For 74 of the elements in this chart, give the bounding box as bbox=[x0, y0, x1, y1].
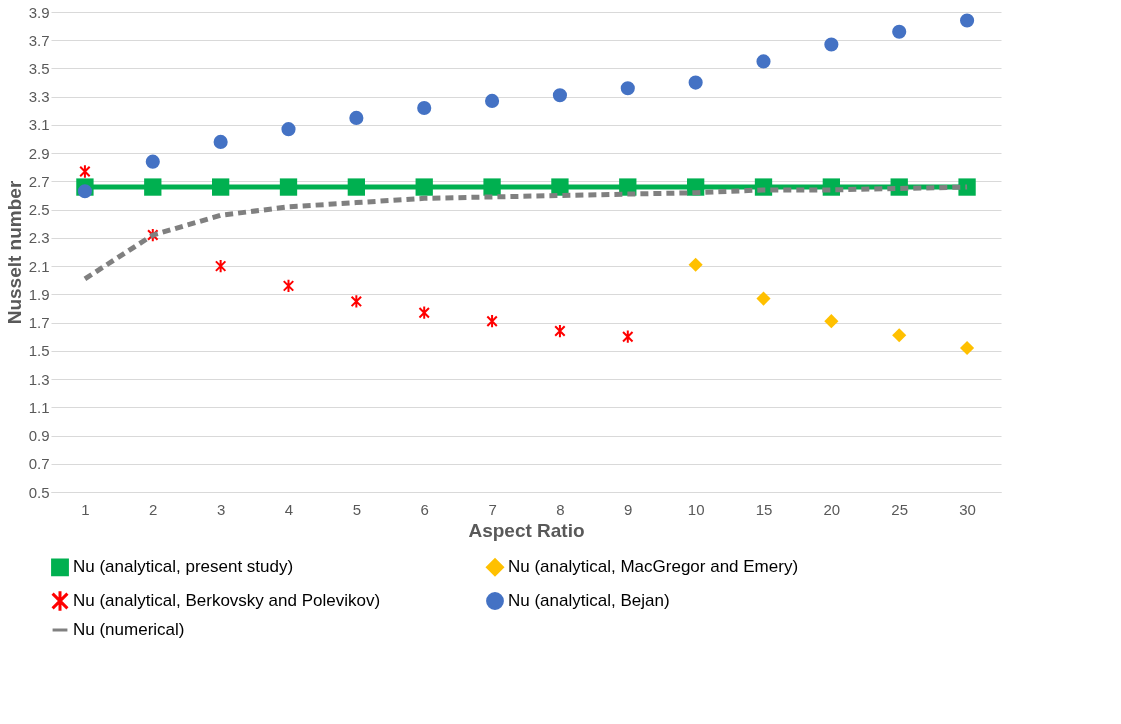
point bbox=[281, 122, 296, 137]
point bbox=[824, 37, 839, 52]
x-tick-label: 5 bbox=[352, 500, 362, 518]
point bbox=[214, 258, 227, 274]
y-tick-label: 3.5 bbox=[28, 59, 50, 77]
y-tick-label: 0.9 bbox=[28, 427, 50, 445]
point bbox=[147, 227, 159, 243]
y-tick-label: 1.9 bbox=[28, 285, 50, 303]
point bbox=[824, 314, 839, 329]
legend-label: Nu (analytical, Bejan) bbox=[508, 591, 670, 610]
y-tick-label: 0.5 bbox=[28, 483, 50, 501]
y-tick-label: 1.3 bbox=[28, 370, 50, 388]
point bbox=[347, 178, 366, 196]
point bbox=[960, 13, 975, 28]
point bbox=[688, 75, 703, 90]
x-tick-label: 20 bbox=[823, 500, 841, 518]
legend-label: Nu (analytical, present study) bbox=[73, 557, 294, 577]
point bbox=[892, 24, 907, 39]
point bbox=[145, 154, 160, 169]
x-tick-label: 8 bbox=[556, 500, 565, 518]
y-tick-label: 1.5 bbox=[28, 342, 50, 360]
x-tick-label: 1 bbox=[81, 500, 90, 518]
point bbox=[350, 294, 363, 309]
point bbox=[892, 328, 907, 343]
point bbox=[417, 100, 432, 116]
legend-label: Nu (analytical, MacGregor and Emery) bbox=[508, 557, 799, 577]
x-tick-label: 10 bbox=[687, 500, 705, 518]
y-axis-title: Nusselt number bbox=[3, 180, 25, 325]
point bbox=[486, 314, 498, 329]
point bbox=[418, 305, 430, 320]
point bbox=[144, 178, 162, 196]
y-tick-label: 2.1 bbox=[28, 257, 50, 275]
x-tick-label: 25 bbox=[891, 500, 909, 518]
x-tick-label: 6 bbox=[420, 500, 429, 518]
point bbox=[279, 178, 298, 196]
point bbox=[282, 278, 295, 294]
point bbox=[213, 134, 228, 149]
y-tick-label: 2.9 bbox=[28, 144, 50, 162]
x-tick-label: 30 bbox=[959, 500, 976, 518]
y-tick-label: 0.7 bbox=[28, 455, 50, 473]
x-tick-label: 3 bbox=[216, 500, 226, 518]
legend-label: Nu (numerical) bbox=[73, 620, 185, 639]
point bbox=[622, 329, 634, 344]
x-tick-label: 15 bbox=[755, 500, 773, 518]
point bbox=[756, 291, 771, 306]
y-tick-label: 3.3 bbox=[28, 88, 50, 106]
point bbox=[349, 110, 364, 125]
point bbox=[756, 54, 771, 69]
point bbox=[554, 323, 566, 339]
y-tick-label: 1.1 bbox=[28, 398, 50, 416]
point bbox=[211, 178, 230, 196]
y-tick-label: 3.1 bbox=[28, 116, 50, 134]
x-tick-label: 4 bbox=[284, 500, 294, 518]
point bbox=[415, 178, 433, 196]
point bbox=[960, 340, 975, 356]
point bbox=[620, 81, 635, 96]
point bbox=[958, 178, 976, 196]
point bbox=[552, 88, 567, 103]
point bbox=[688, 257, 703, 272]
y-tick-label: 1.7 bbox=[28, 314, 50, 332]
y-tick-label: 2.5 bbox=[28, 201, 50, 219]
point bbox=[483, 178, 501, 196]
point bbox=[77, 184, 92, 199]
y-tick-label: 2.3 bbox=[28, 229, 50, 247]
legend-label: Nu (analytical, Berkovsky and Polevikov) bbox=[73, 591, 381, 610]
point bbox=[485, 93, 500, 108]
x-axis-title: Aspect Ratio bbox=[468, 519, 585, 541]
x-tick-label: 9 bbox=[624, 500, 633, 518]
point bbox=[79, 164, 91, 179]
x-tick-label: 2 bbox=[149, 500, 158, 518]
x-tick-label: 7 bbox=[488, 500, 497, 518]
y-tick-label: 3.7 bbox=[28, 31, 50, 49]
y-tick-label: 2.7 bbox=[28, 172, 50, 190]
y-tick-label: 3.9 bbox=[28, 3, 50, 21]
